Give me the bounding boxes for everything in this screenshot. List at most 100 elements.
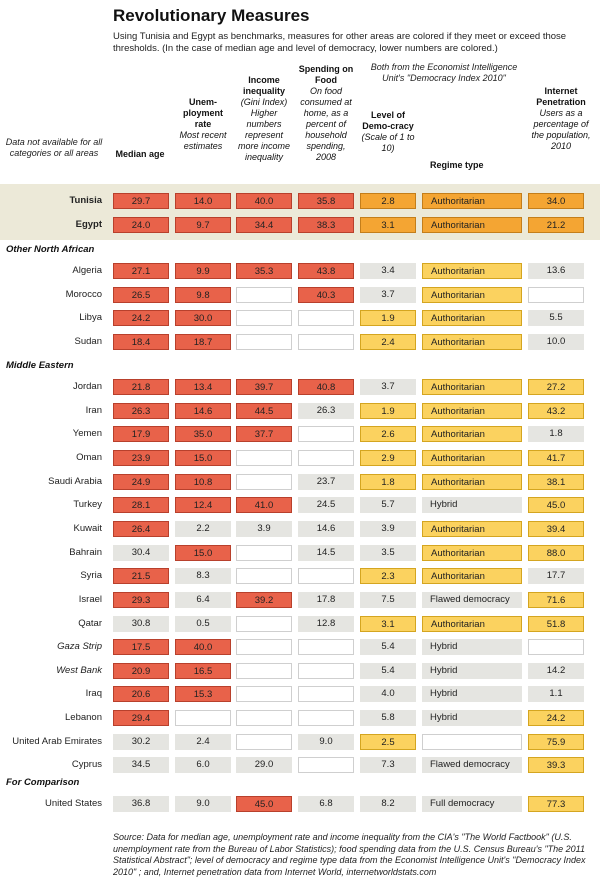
data-cell [236,568,292,585]
data-cell: 71.6 [528,591,584,608]
data-cell: 5.5 [528,310,584,327]
data-cell: 17.8 [298,591,354,608]
data-cell: Authoritarian [422,568,522,585]
data-cell: 1.8 [528,426,584,443]
data-cell: 1.1 [528,686,584,703]
row-label: Algeria [72,265,102,276]
data-cell [298,426,354,443]
row-label: Kuwait [73,522,102,534]
data-cell: 8.3 [175,568,231,585]
row-label: Iraq [85,688,102,700]
data-cell: 75.9 [528,733,584,750]
data-cell: 17.9 [113,426,169,443]
data-cell: 2.4 [175,733,231,750]
data-cell: 2.5 [360,733,416,750]
data-cell: 30.8 [113,615,169,632]
data-cell: Authoritarian [422,615,522,632]
col-title: Spending on Food [298,64,354,85]
data-cell [298,333,354,350]
data-cell: 77.3 [528,796,584,812]
row-label: Oman [76,451,102,463]
col-subtitle: Most recent estimates [179,130,227,151]
data-cell: 15.0 [175,544,231,561]
data-cell: 21.8 [113,379,169,395]
data-cell: 6.4 [175,591,231,608]
data-cell: 9.9 [175,263,231,279]
data-cell: Authoritarian [422,449,522,466]
data-cell: 6.8 [298,796,354,812]
data-cell: Authoritarian [422,402,522,419]
data-cell: 15.3 [175,686,231,703]
data-cell: 24.2 [528,710,584,727]
intro-text: Using Tunisia and Egypt as benchmarks, m… [113,31,567,54]
data-cell: Authoritarian [422,310,522,327]
data-cell: 2.2 [175,520,231,537]
chart-title: Revolutionary Measures [113,6,310,25]
col-subtitle: On food consumed at home, as a percent o… [300,86,352,162]
data-cell [236,615,292,632]
data-cell: Full democracy [422,796,522,812]
row-label: Egypt [75,218,102,230]
row-label: United Arab Emirates [12,735,102,747]
data-cell: 20.9 [113,662,169,679]
data-cell: 30.0 [175,310,231,327]
data-cell [236,639,292,656]
data-cell: 14.6 [175,402,231,419]
data-cell: 26.3 [298,402,354,419]
availability-note: Data not available for all categories or… [5,137,103,158]
col-title: Level of Demo-cracy [362,110,414,131]
data-cell: 39.3 [528,757,584,774]
row-label: West Bank [56,664,102,676]
data-cell: 41.0 [236,497,292,514]
data-cell: 45.0 [528,497,584,514]
data-cell: 12.8 [298,615,354,632]
data-cell: Flawed democracy [422,757,522,774]
data-cell: Hybrid [422,497,522,514]
data-cell: 3.7 [360,379,416,395]
row-label: Yemen [72,428,102,440]
row-label: Tunisia [69,195,102,206]
row-label: Cyprus [71,759,102,771]
section-label: For Comparison [6,777,80,788]
data-cell: 3.1 [360,216,416,233]
data-cell: Authoritarian [422,544,522,561]
row-label: Saudi Arabia [48,475,102,487]
data-cell: 29.7 [113,193,169,209]
data-cell [236,333,292,350]
data-cell: Hybrid [422,662,522,679]
col-subtitle: (Scale of 1 to 10) [361,132,415,153]
data-cell: Hybrid [422,710,522,727]
data-cell [298,310,354,327]
data-cell: 43.2 [528,402,584,419]
col-title: Internet Penetration [536,86,586,107]
data-cell: 23.7 [298,473,354,490]
data-cell: 20.6 [113,686,169,703]
data-cell: 14.6 [298,520,354,537]
data-cell: Authoritarian [422,379,522,395]
col-title: Unem-ployment rate [182,97,223,129]
data-cell: 9.7 [175,216,231,233]
data-cell [298,662,354,679]
data-cell: 34.5 [113,757,169,774]
data-cell [236,662,292,679]
col-header-income-inequality: Income inequality (Gini Index) Higher nu… [234,75,294,163]
data-cell: 2.6 [360,426,416,443]
data-cell: 14.2 [528,662,584,679]
data-cell: 24.2 [113,310,169,327]
data-cell: Authoritarian [422,263,522,279]
data-cell: 34.0 [528,193,584,209]
row-label: Iran [85,404,102,416]
row-label: United States [44,798,102,809]
data-cell: 5.8 [360,710,416,727]
col-title: Income inequality [242,75,285,96]
data-cell [298,449,354,466]
data-cell: 3.9 [236,520,292,537]
data-cell: Authoritarian [422,333,522,350]
data-cell: 18.4 [113,333,169,350]
data-cell [528,286,584,303]
data-cell: Flawed democracy [422,591,522,608]
data-cell: 51.8 [528,615,584,632]
data-cell: 39.7 [236,379,292,395]
data-cell: 26.4 [113,520,169,537]
data-cell [236,449,292,466]
